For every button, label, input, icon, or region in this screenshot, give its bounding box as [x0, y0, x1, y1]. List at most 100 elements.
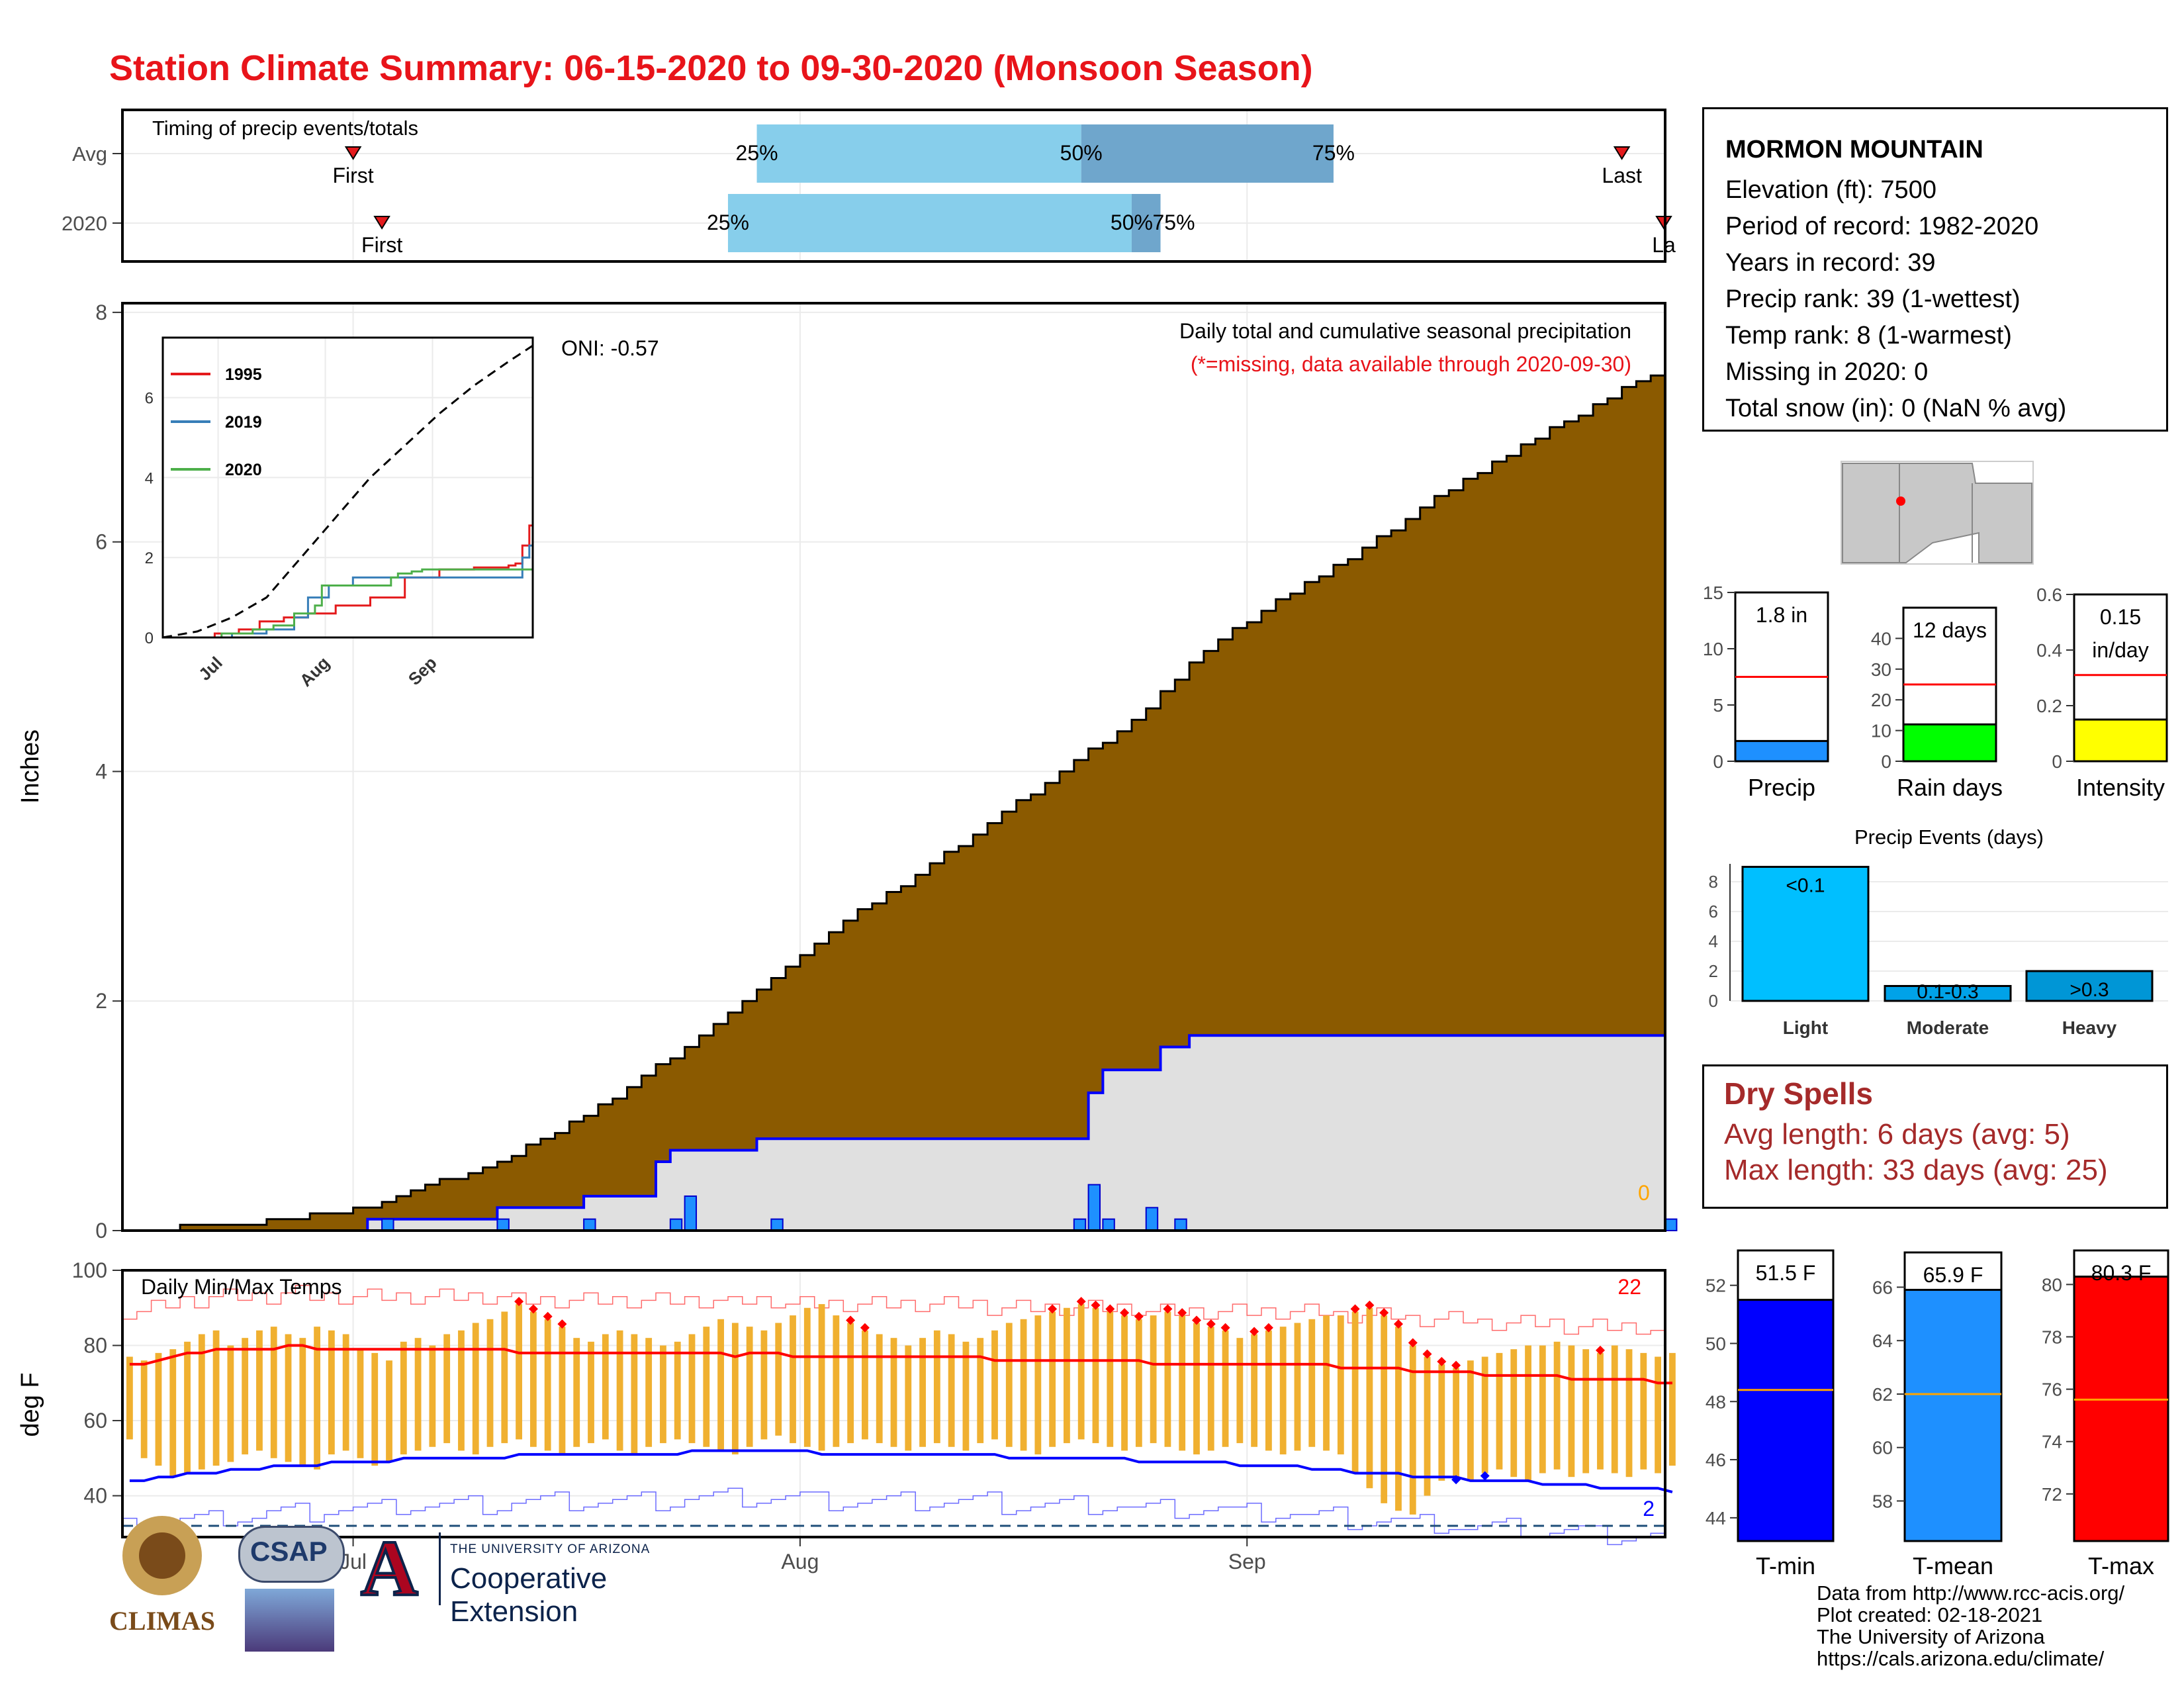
record-high-marker — [1422, 1349, 1432, 1359]
dry-spells-avg: Avg length: 6 days (avg: 5) — [1724, 1118, 2070, 1150]
csap-logo-text: CSAP — [250, 1536, 328, 1567]
daily-temp-bar — [1409, 1345, 1416, 1515]
daily-temp-bar — [242, 1338, 249, 1455]
daily-temp-bar — [760, 1330, 768, 1440]
oni-label: ONI: -0.57 — [561, 336, 659, 360]
daily-temp-bar — [1337, 1315, 1344, 1455]
temp-bar-value-text: 80.3 F — [2091, 1261, 2152, 1285]
daily-temp-bar — [559, 1327, 566, 1455]
inset-y-tick-label: 4 — [145, 469, 154, 487]
daily-temp-bar — [443, 1334, 451, 1444]
mini-bar-tick-label: 10 — [1871, 721, 1891, 741]
record-high-marker — [860, 1323, 870, 1333]
temp-bar-tick-label: 58 — [1872, 1491, 1893, 1511]
daily-temp-bar — [588, 1341, 594, 1444]
daily-temp-bar — [775, 1323, 782, 1436]
timing-p50-label: 50% — [1111, 211, 1153, 234]
daily-temp-bar — [1366, 1307, 1373, 1489]
record-high-count: 22 — [1617, 1275, 1641, 1299]
daily-temp-bar — [616, 1330, 623, 1451]
mini-bar-tick-label: 0.6 — [2036, 585, 2062, 605]
temp-bar-tick-label: 52 — [1706, 1276, 1726, 1296]
daily-temp-bar — [1510, 1349, 1518, 1477]
daily-temp-bar — [414, 1338, 422, 1451]
record-high-marker — [1048, 1304, 1058, 1314]
temp-title: Daily Min/Max Temps — [141, 1275, 341, 1299]
daily-temp-bar — [1005, 1323, 1013, 1447]
record-low-envelope — [122, 1487, 1665, 1546]
daily-temp-bar — [862, 1330, 868, 1440]
record-high-marker — [543, 1311, 553, 1321]
daily-precip-bar — [770, 1218, 784, 1231]
mini-bar-label: Rain days — [1897, 774, 2003, 801]
mini-bar-tick-label: 0 — [2052, 751, 2062, 772]
daily-temp-bar — [1222, 1330, 1229, 1447]
credit-line: Plot created: 02-18-2021 — [1817, 1603, 2043, 1626]
record-high-marker — [1394, 1319, 1403, 1329]
climas-logo-text: CLIMAS — [109, 1606, 216, 1636]
daily-temp-bar — [1135, 1319, 1142, 1447]
mini-bar-value — [1902, 723, 1997, 763]
temp-y-tick-label: 100 — [72, 1258, 107, 1282]
daily-temp-bar — [1049, 1311, 1056, 1447]
temp-bar-tick-label: 66 — [1872, 1277, 1893, 1297]
daily-temp-bar — [1064, 1307, 1070, 1444]
daily-temp-bar — [1193, 1323, 1200, 1455]
temp-bar-tick-label: 78 — [2042, 1327, 2062, 1348]
mini-bar-tick-label: 15 — [1703, 583, 1723, 603]
info-line: Elevation (ft): 7500 — [1725, 176, 1936, 204]
record-high-marker — [1177, 1308, 1187, 1318]
daily-temp-bar — [833, 1315, 840, 1447]
temp-bar-label: T-max — [2088, 1552, 2154, 1579]
timing-first-label: First — [332, 164, 373, 187]
daily-temp-bar — [919, 1338, 926, 1447]
daily-precip-bar — [1087, 1184, 1101, 1231]
info-line: Total snow (in): 0 (NaN % avg) — [1725, 395, 2067, 422]
record-high-marker — [1379, 1308, 1389, 1318]
daily-temp-bar — [1467, 1360, 1474, 1481]
daily-temp-bar — [198, 1334, 205, 1470]
locator-map-states — [1842, 463, 2032, 563]
daily-temp-bar — [602, 1334, 609, 1440]
daily-temp-bar — [212, 1330, 220, 1466]
mini-bar-value-text: 0.15 — [2100, 605, 2141, 629]
credit-line: https://cals.arizona.edu/climate/ — [1817, 1647, 2105, 1670]
mini-bar-tick-label: 0.2 — [2036, 696, 2062, 716]
temp-bar-label: T-mean — [1913, 1552, 1993, 1579]
daily-temp-bar — [631, 1334, 638, 1455]
mini-bar-value-text: 1.8 in — [1756, 603, 1807, 627]
daily-temp-bar — [717, 1319, 724, 1451]
daily-temp-bar — [1525, 1345, 1531, 1481]
temp-bar-value-text: 51.5 F — [1756, 1261, 1816, 1285]
record-high-marker — [1163, 1304, 1173, 1314]
daily-temp-bar — [818, 1304, 825, 1451]
daily-temp-bar — [688, 1334, 696, 1444]
daily-temp-bar — [962, 1341, 970, 1451]
dry-spells-box: Dry Spells Avg length: 6 days (avg: 5) M… — [1702, 1064, 2168, 1209]
record-low-count: 2 — [1643, 1497, 1655, 1521]
temp-bar-tick-label: 72 — [2042, 1484, 2062, 1505]
record-high-marker — [528, 1304, 538, 1314]
timing-bar-25-50 — [727, 194, 1132, 252]
daily-temp-bar — [429, 1345, 436, 1447]
daily-temp-bar — [876, 1334, 883, 1444]
mini-bar-tick-label: 0.4 — [2036, 640, 2062, 661]
timing-p75-label: 75% — [1312, 141, 1355, 165]
daily-temp-bar — [645, 1338, 653, 1447]
inset-y-tick-label: 0 — [145, 630, 154, 647]
mini-bar-tick-label: 10 — [1703, 639, 1723, 659]
avg-cumulative-precip-area — [122, 369, 1666, 1232]
daily-temp-bar — [1481, 1356, 1488, 1474]
timing-first-marker — [373, 216, 390, 230]
daily-temp-bar — [472, 1323, 479, 1455]
ua-small-text: THE UNIVERSITY OF ARIZONA — [450, 1542, 651, 1556]
precip-y-tick-label: 2 — [95, 989, 107, 1013]
daily-temp-bar — [516, 1304, 522, 1440]
timing-bar-50-75 — [1131, 194, 1161, 252]
record-high-marker — [1596, 1345, 1605, 1355]
temp-bar-value-text: 65.9 F — [1923, 1263, 1983, 1287]
events-bar-label: 0.1-0.3 — [1917, 981, 1978, 1003]
temp-x-tick-label: Sep — [1228, 1550, 1266, 1573]
daily-temp-bar — [184, 1341, 191, 1474]
daily-temp-bar — [1424, 1356, 1431, 1496]
